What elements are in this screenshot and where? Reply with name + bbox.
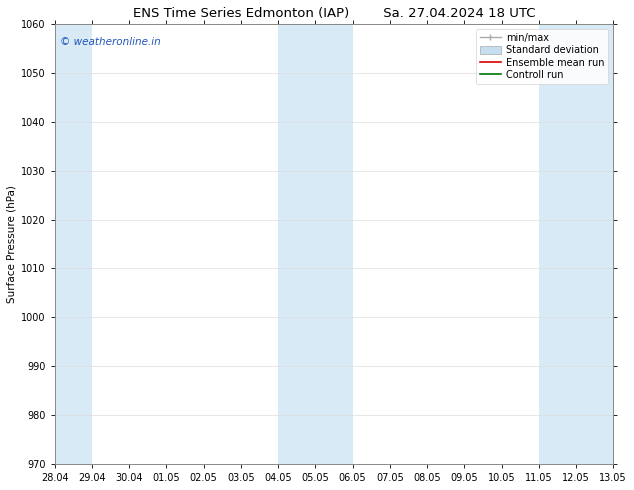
Bar [539,24,613,464]
Bar [278,24,353,464]
Bar [55,24,92,464]
Text: © weatheronline.in: © weatheronline.in [60,37,161,47]
Y-axis label: Surface Pressure (hPa): Surface Pressure (hPa) [7,185,17,303]
Title: ENS Time Series Edmonton (IAP)        Sa. 27.04.2024 18 UTC: ENS Time Series Edmonton (IAP) Sa. 27.04… [133,7,535,20]
Legend: min/max, Standard deviation, Ensemble mean run, Controll run: min/max, Standard deviation, Ensemble me… [476,29,609,84]
